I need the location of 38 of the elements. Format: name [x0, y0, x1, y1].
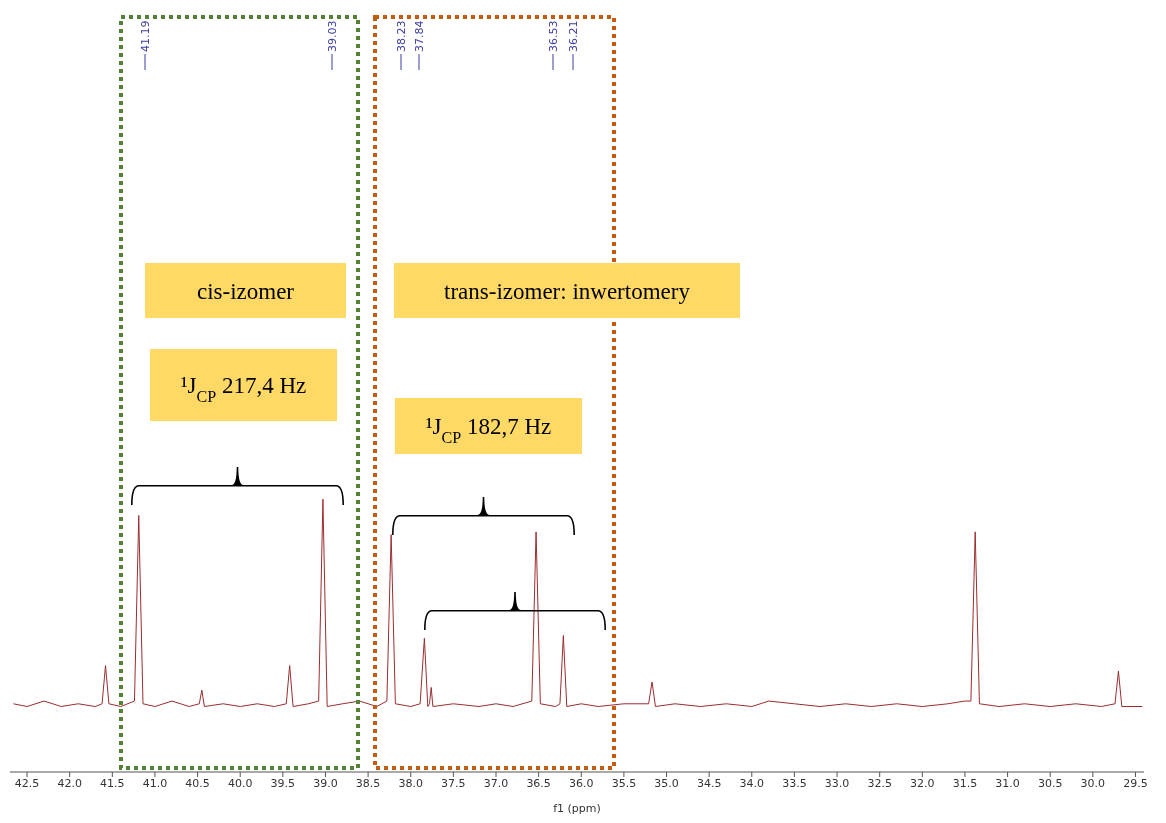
x-tick-label: 30.0	[1080, 776, 1106, 790]
text: trans-izomer: inwertomery	[444, 278, 691, 304]
x-tick-label: 37.5	[441, 776, 466, 790]
text: ¹J$_{CP}$ 217,4 Hz	[180, 373, 307, 405]
x-tick-label: 31.5	[952, 776, 978, 790]
text: 41.19	[139, 20, 152, 52]
x-tick-label: 37.0	[483, 776, 509, 790]
x-tick-label: 34.0	[739, 776, 765, 790]
x-tick-label: 29.5	[1123, 776, 1148, 790]
x-tick-label: 33.0	[824, 776, 850, 790]
text: 36.53	[547, 20, 560, 52]
text: 37.84	[413, 20, 426, 52]
x-tick-label: 36.0	[569, 776, 594, 790]
x-tick-label: 39.0	[313, 776, 338, 790]
x-tick-label: 42.5	[14, 776, 40, 790]
x-tick-label: 34.5	[696, 776, 722, 790]
x-axis-title: f1 (ppm)	[553, 802, 601, 815]
x-tick-label: 39.5	[270, 776, 296, 790]
text: 39.03	[326, 20, 339, 52]
x-tick-label: 42.0	[57, 776, 82, 790]
x-tick-label: 41.0	[142, 776, 168, 790]
x-tick-label: 33.5	[782, 776, 807, 790]
x-tick-label: 36.5	[526, 776, 551, 790]
x-tick-label: 41.5	[100, 776, 125, 790]
x-tick-label: 32.5	[867, 776, 892, 790]
x-tick-label: 31.0	[995, 776, 1020, 790]
x-tick-label: 35.5	[611, 776, 637, 790]
x-tick-label: 40.5	[185, 776, 210, 790]
x-tick-label: 40.0	[227, 776, 253, 790]
text: 36.21	[567, 20, 580, 52]
x-tick-label: 32.0	[910, 776, 935, 790]
x-tick-label: 35.0	[654, 776, 679, 790]
text: cis-izomer	[196, 278, 295, 304]
text: 38.23	[395, 20, 408, 52]
x-tick-label: 30.5	[1037, 776, 1063, 790]
x-tick-label: 38.5	[355, 776, 381, 790]
x-tick-label: 38.0	[398, 776, 423, 790]
text: ¹J$_{CP}$ 182,7 Hz	[425, 414, 552, 446]
